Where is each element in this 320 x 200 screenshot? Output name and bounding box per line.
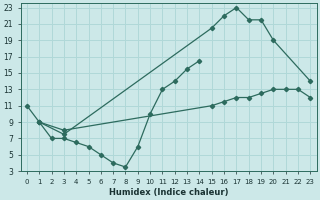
X-axis label: Humidex (Indice chaleur): Humidex (Indice chaleur) [109, 188, 228, 197]
